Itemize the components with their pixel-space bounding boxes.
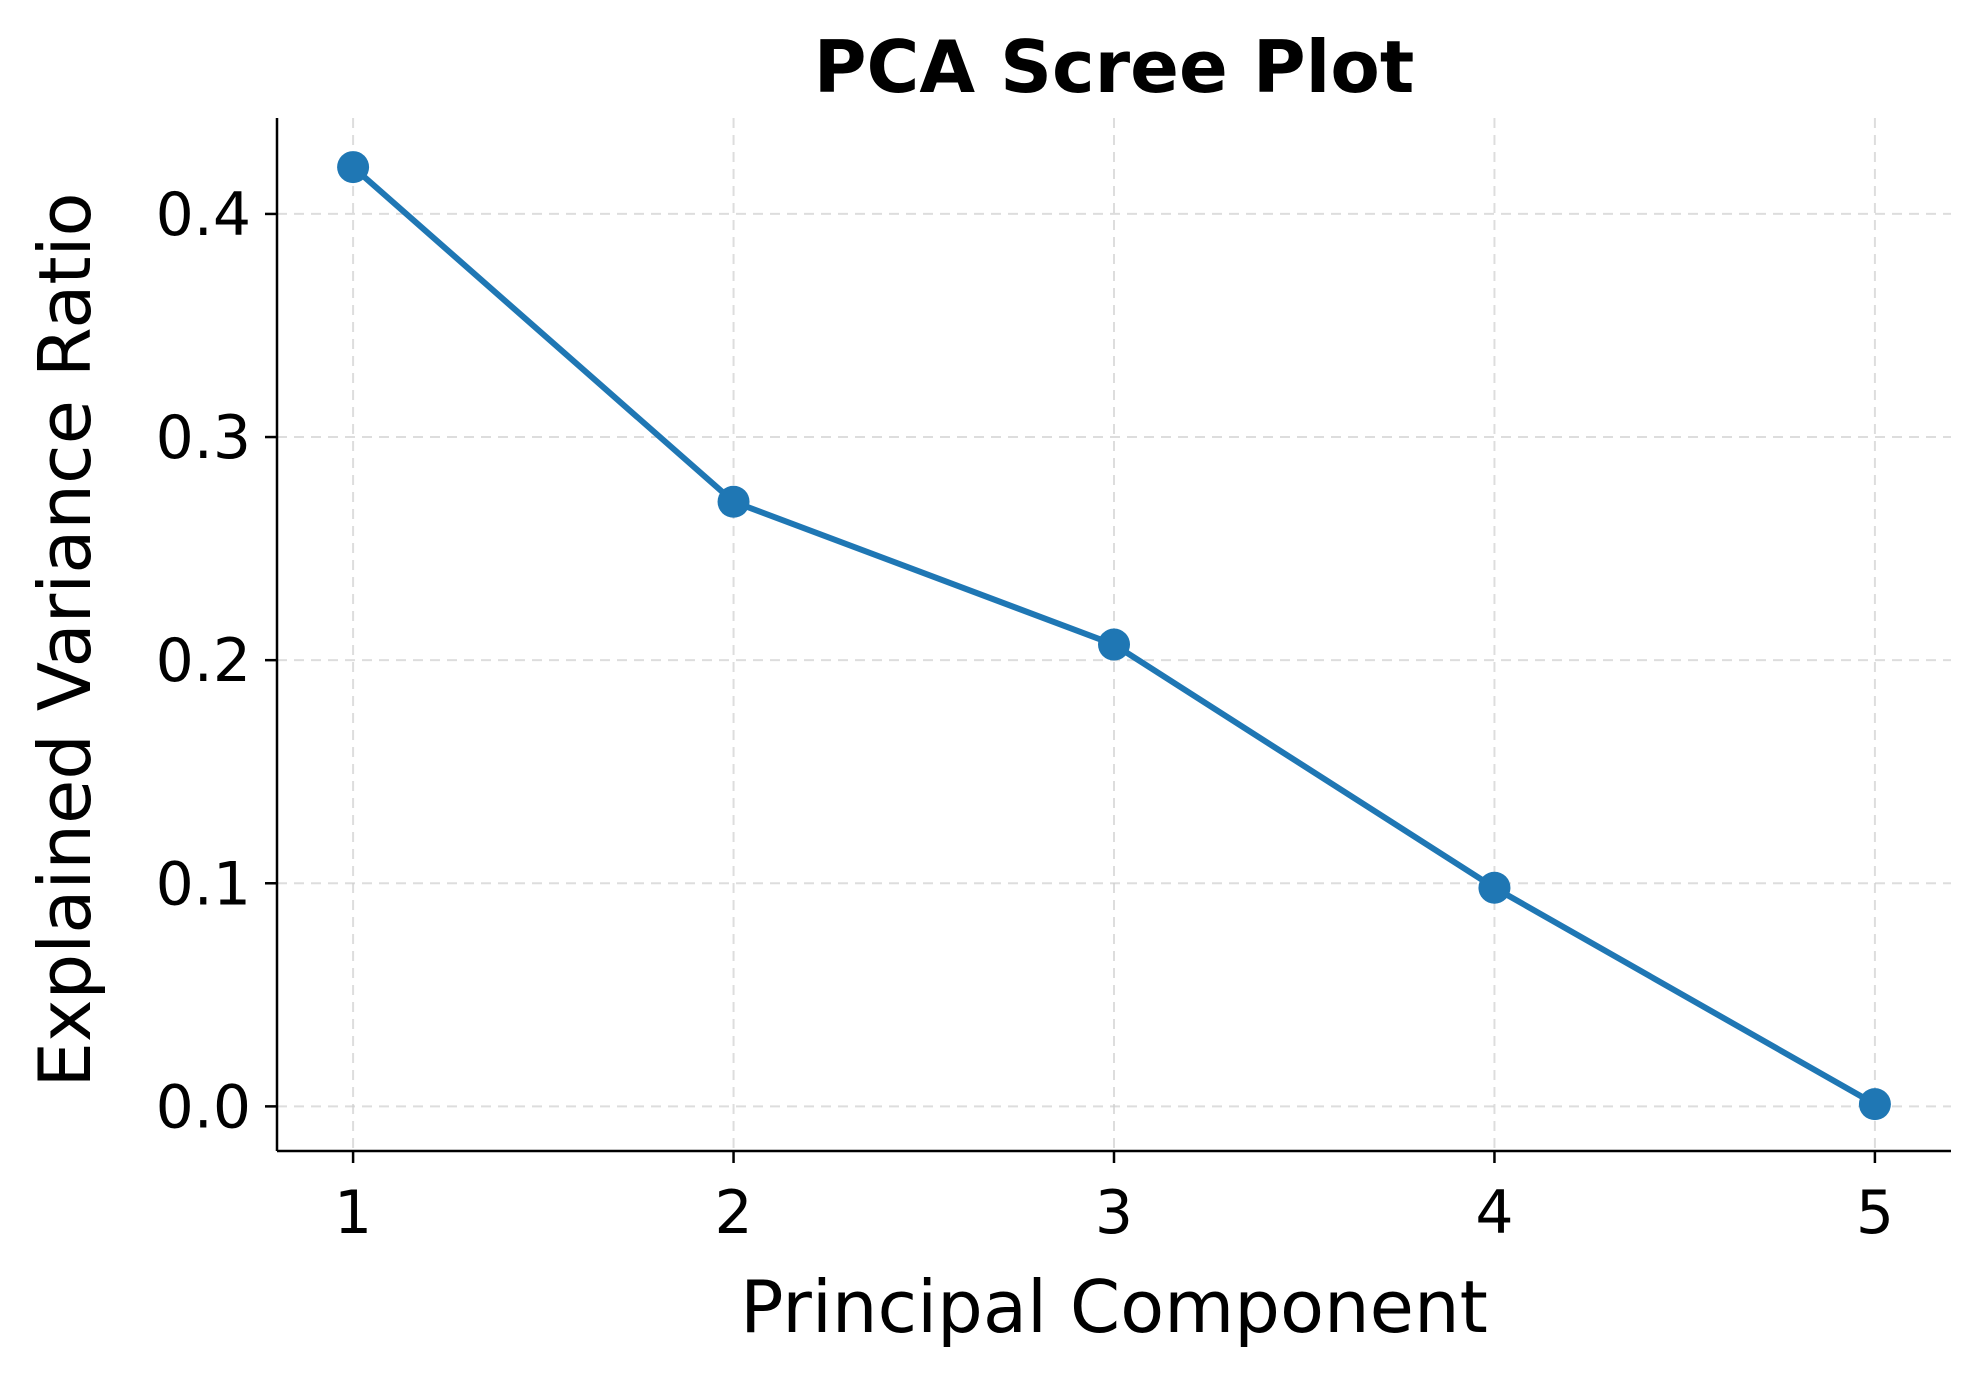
chart-title: PCA Scree Plot xyxy=(814,25,1415,109)
y-tick-label: 0.3 xyxy=(156,403,251,473)
ticks: 1 2 3 4 5 0.0 0.1 0.2 0.3 0.4 xyxy=(156,180,1894,1248)
data-point-marker xyxy=(717,485,750,518)
x-tick-label: 1 xyxy=(334,1178,372,1248)
data-point-marker xyxy=(337,151,370,184)
y-tick-label: 0.4 xyxy=(156,180,251,250)
x-axis-label: Principal Component xyxy=(740,1265,1488,1349)
x-tick-label: 3 xyxy=(1095,1178,1133,1248)
y-tick-label: 0.1 xyxy=(156,849,251,919)
data-point-marker xyxy=(1098,628,1130,661)
y-tick-label: 0.0 xyxy=(156,1072,251,1142)
x-tick-label: 5 xyxy=(1856,1178,1894,1248)
x-tick-label: 2 xyxy=(714,1178,752,1248)
grid xyxy=(277,118,1951,1151)
series xyxy=(337,151,1891,1121)
data-point-marker xyxy=(1858,1088,1891,1121)
y-tick-label: 0.2 xyxy=(156,626,251,696)
y-axis-label: Explained Variance Ratio xyxy=(23,192,107,1087)
data-point-marker xyxy=(1478,871,1511,904)
x-tick-label: 4 xyxy=(1475,1178,1513,1248)
